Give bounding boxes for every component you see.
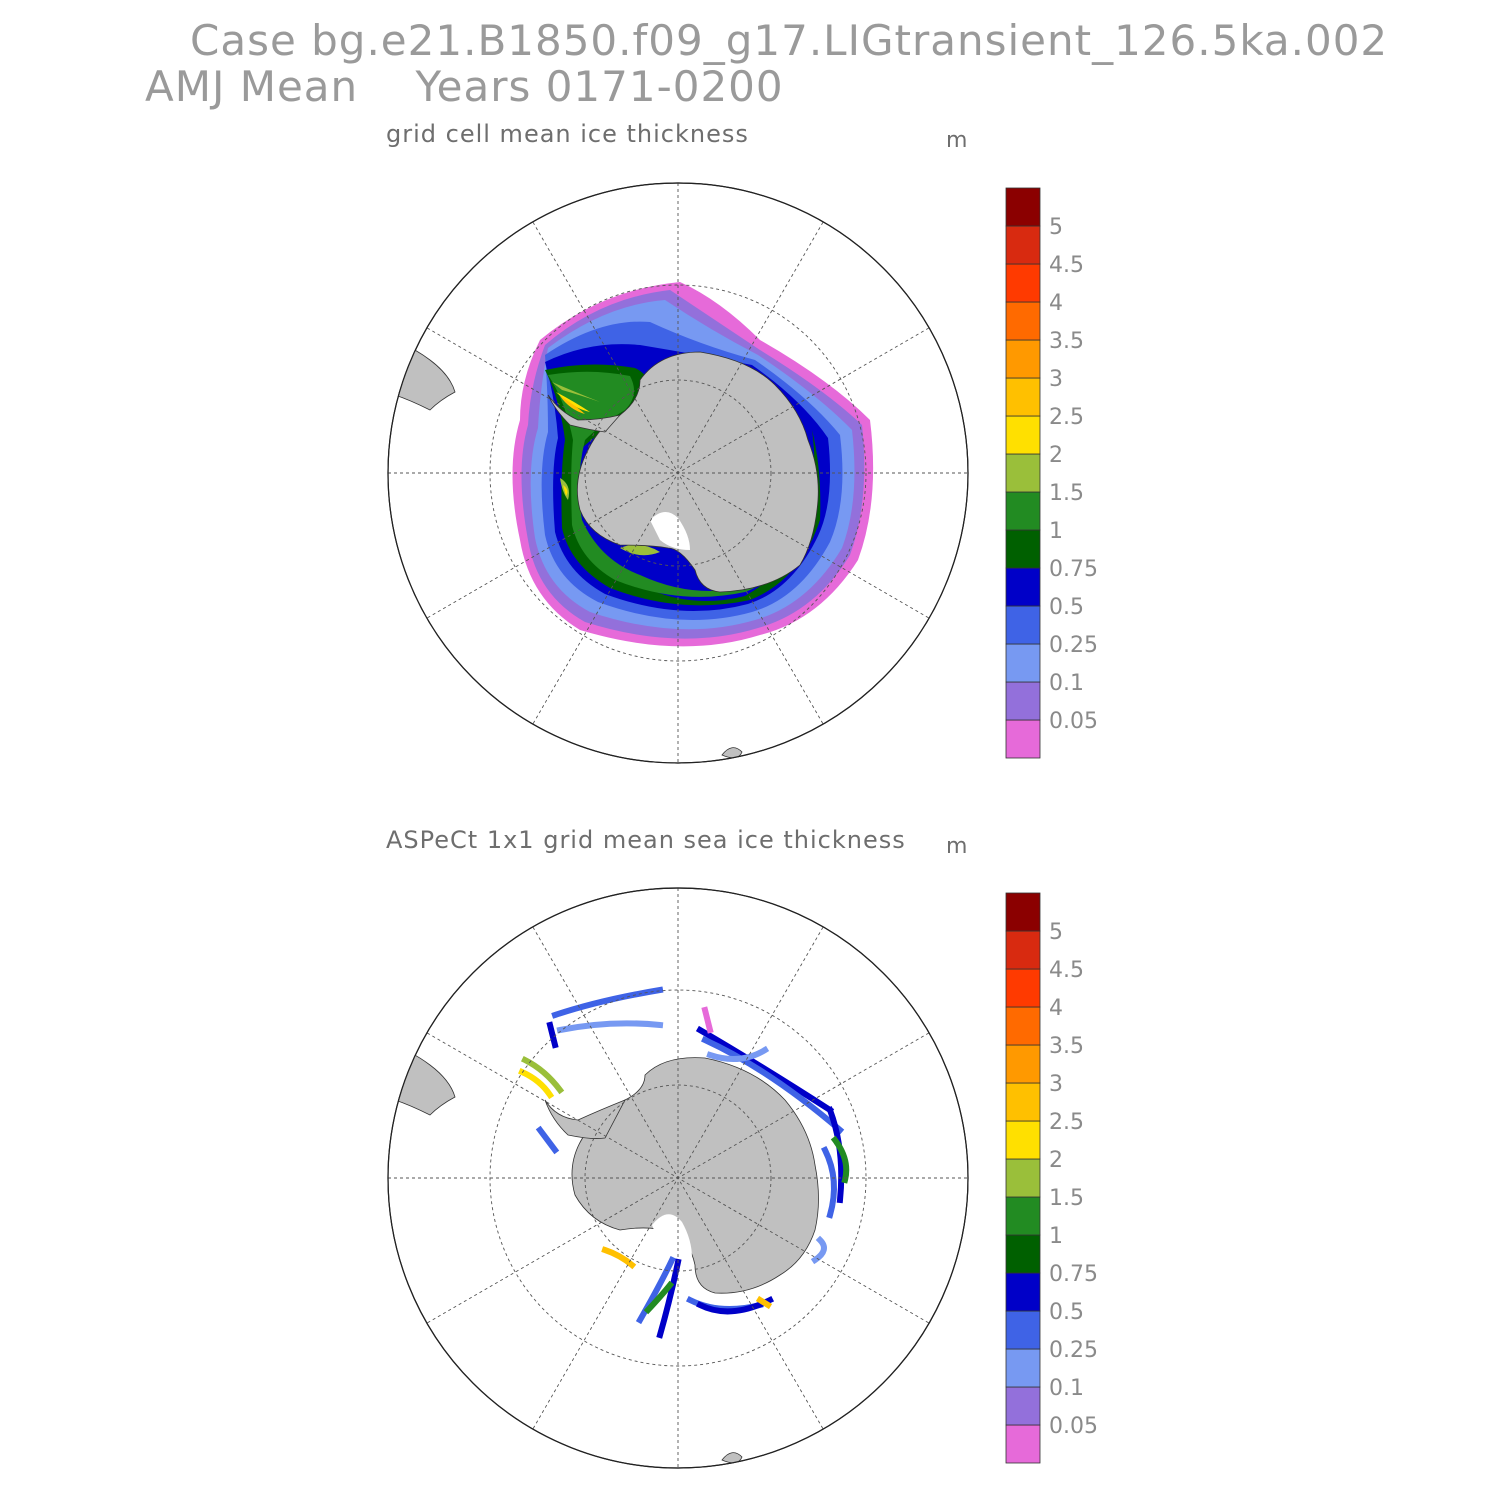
- antarctica: [576, 351, 819, 593]
- antarctic-peninsula: [547, 394, 622, 433]
- colorbar-swatch: [1005, 1006, 1041, 1046]
- colorbar-label: 0.25: [1049, 1338, 1098, 1363]
- colorbar-swatch: [1005, 567, 1041, 607]
- panel1-units: m: [946, 128, 968, 153]
- colorbar-label: 4.5: [1049, 253, 1084, 278]
- antarctica: [571, 1057, 819, 1294]
- ross-ice-shelf-gap: [652, 1214, 692, 1258]
- colorbar-swatch: [1005, 187, 1041, 227]
- colorbar-swatch: [1005, 1044, 1041, 1084]
- ross-ice-shelf-gap: [650, 511, 690, 550]
- colorbar-label: 0.1: [1049, 671, 1084, 696]
- colorbar-swatch: [1005, 605, 1041, 645]
- ice-band-3: [560, 396, 585, 414]
- small-island: [721, 1452, 743, 1464]
- colorbar-observations: 0.05 0.1 0.25 0.5 0.75 1 1.5 2 2.5 3 3.5 4 4.5 5: [1005, 892, 1098, 1464]
- colorbar-swatch: [1005, 1272, 1041, 1312]
- colorbar-swatch: [1005, 719, 1041, 759]
- colorbar-label: 1: [1049, 519, 1063, 544]
- colorbar-swatch: [1005, 1196, 1041, 1236]
- colorbar-label: 1.5: [1049, 1186, 1084, 1211]
- colorbar-label: 3.5: [1049, 1034, 1084, 1059]
- colorbar-label: 5: [1049, 215, 1063, 240]
- panel1-title: grid cell mean ice thickness: [386, 120, 749, 148]
- colorbar-label: 4: [1049, 291, 1063, 316]
- colorbar-label: 5: [1049, 920, 1063, 945]
- ice-band-1p5: [548, 371, 810, 597]
- colorbar-label: 2: [1049, 1148, 1063, 1173]
- colorbar-label: 3: [1049, 1072, 1063, 1097]
- colorbar-label: 1: [1049, 1224, 1063, 1249]
- colorbar-label: 0.5: [1049, 1300, 1084, 1325]
- small-island: [721, 747, 743, 759]
- colorbar-label: 0.05: [1049, 1414, 1098, 1439]
- graticule: [388, 888, 968, 1468]
- colorbar-swatch: [1005, 529, 1041, 569]
- colorbar-label: 3.5: [1049, 329, 1084, 354]
- colorbar-swatch: [1005, 1082, 1041, 1122]
- colorbar-swatch: [1005, 415, 1041, 455]
- colorbar-swatch: [1005, 681, 1041, 721]
- colorbar-model: 0.05 0.1 0.25 0.5 0.75 1 1.5 2 2.5 3 3.5 4 4.5 5: [1005, 187, 1098, 759]
- colorbar-label: 2.5: [1049, 1110, 1084, 1135]
- colorbar-swatch: [1005, 339, 1041, 379]
- graticule: [388, 183, 968, 763]
- colorbar-label: 4: [1049, 996, 1063, 1021]
- colorbar-label: 0.75: [1049, 1262, 1098, 1287]
- colorbar-swatch: [1005, 377, 1041, 417]
- panel2-title: ASPeCt 1x1 grid mean sea ice thickness: [386, 826, 906, 854]
- colorbar-swatch: [1005, 263, 1041, 303]
- panel2-units: m: [946, 834, 968, 859]
- colorbar-label: 0.1: [1049, 1376, 1084, 1401]
- map-panel-model: [387, 182, 969, 764]
- colorbar-swatch: [1005, 225, 1041, 265]
- colorbar-swatch: [1005, 1234, 1041, 1274]
- colorbar-label: 0.05: [1049, 709, 1098, 734]
- colorbar-label: 0.75: [1049, 557, 1098, 582]
- colorbar-swatch: [1005, 930, 1041, 970]
- colorbar-swatch: [1005, 301, 1041, 341]
- colorbar-swatch: [1005, 1386, 1041, 1426]
- colorbar-swatch: [1005, 1120, 1041, 1160]
- colorbar-label: 0.5: [1049, 595, 1084, 620]
- colorbar-swatch: [1005, 968, 1041, 1008]
- colorbar-label: 1.5: [1049, 481, 1084, 506]
- colorbar-label: 4.5: [1049, 958, 1084, 983]
- colorbar-swatch: [1005, 1424, 1041, 1464]
- colorbar-swatch: [1005, 1310, 1041, 1350]
- period-title: AMJ Mean Years 0171-0200: [145, 62, 784, 111]
- colorbar-swatch: [1005, 1158, 1041, 1198]
- colorbar-label: 3: [1049, 367, 1063, 392]
- colorbar-swatch: [1005, 1348, 1041, 1388]
- case-title: Case bg.e21.B1850.f09_g17.LIGtransient_1…: [190, 16, 1389, 65]
- colorbar-swatch: [1005, 453, 1041, 493]
- colorbar-swatch: [1005, 892, 1041, 932]
- map-panel-observations: [387, 887, 969, 1469]
- antarctic-peninsula: [544, 1099, 626, 1139]
- colorbar-label: 2.5: [1049, 405, 1084, 430]
- colorbar-label: 0.25: [1049, 633, 1098, 658]
- colorbar-label: 2: [1049, 443, 1063, 468]
- colorbar-swatch: [1005, 643, 1041, 683]
- colorbar-swatch: [1005, 491, 1041, 531]
